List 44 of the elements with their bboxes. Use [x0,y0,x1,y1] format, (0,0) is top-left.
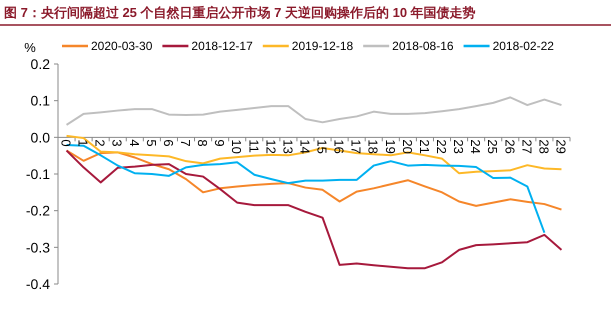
x-tick-label: 18 [366,139,381,154]
chart-title: 图 7：央行间隔超过 25 个自然日重启公开市场 7 天逆回购操作后的 10 年国债走势 [4,5,476,20]
x-tick-label: 19 [382,139,398,154]
legend-label: 2019-12-18 [292,39,354,53]
y-tick-label: -0.1 [26,166,50,182]
x-tick-label: 25 [485,139,500,154]
x-tick-label: 5 [144,139,159,147]
x-tick-label: 29 [553,139,568,154]
y-tick-label: 0.2 [30,56,50,72]
legend-label: 2018-02-22 [492,39,554,53]
x-tick-label: 21 [416,139,432,154]
y-axis-title: % [24,40,36,55]
x-tick-label: 13 [280,139,296,154]
x-tick-label: 4 [126,139,142,147]
legend-label: 2020-03-30 [91,39,153,53]
x-tick-label: 24 [468,139,484,154]
x-tick-label: 8 [195,139,210,147]
x-tick-label: 17 [348,139,364,154]
x-tick-label: 6 [160,139,176,147]
x-tick-label: 9 [212,139,228,147]
x-tick-label: 1 [76,139,91,147]
x-tick-label: 28 [536,139,552,154]
legend-label: 2018-12-17 [191,39,254,53]
legend-label: 2018-08-16 [392,39,454,53]
x-tick-label: 26 [502,139,518,154]
y-tick-label: -0.4 [26,276,50,292]
x-tick-label: 15 [314,139,330,154]
x-tick-label: 11 [246,139,262,153]
y-tick-label: -0.3 [26,239,50,256]
x-tick-label: 16 [332,139,347,154]
x-tick-label: 14 [297,139,312,154]
x-tick-label: 0 [58,139,74,147]
x-tick-label: 23 [451,139,466,154]
x-tick-label: 7 [178,139,193,147]
x-tick-label: 3 [110,139,125,147]
x-tick-label: 10 [229,139,244,154]
x-tick-label: 12 [263,139,278,154]
x-tick-label: 20 [400,139,415,154]
y-tick-label: 0.1 [30,92,50,109]
x-tick-label: 2 [92,139,108,147]
x-tick-label: 27 [519,139,534,154]
x-tick-label: 22 [434,139,449,154]
y-tick-label: 0.0 [30,129,50,146]
y-tick-label: -0.2 [26,202,50,219]
